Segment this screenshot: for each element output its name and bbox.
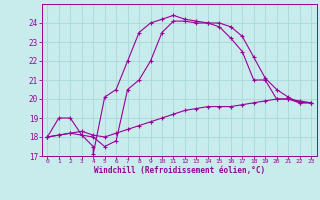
X-axis label: Windchill (Refroidissement éolien,°C): Windchill (Refroidissement éolien,°C) [94, 166, 265, 175]
